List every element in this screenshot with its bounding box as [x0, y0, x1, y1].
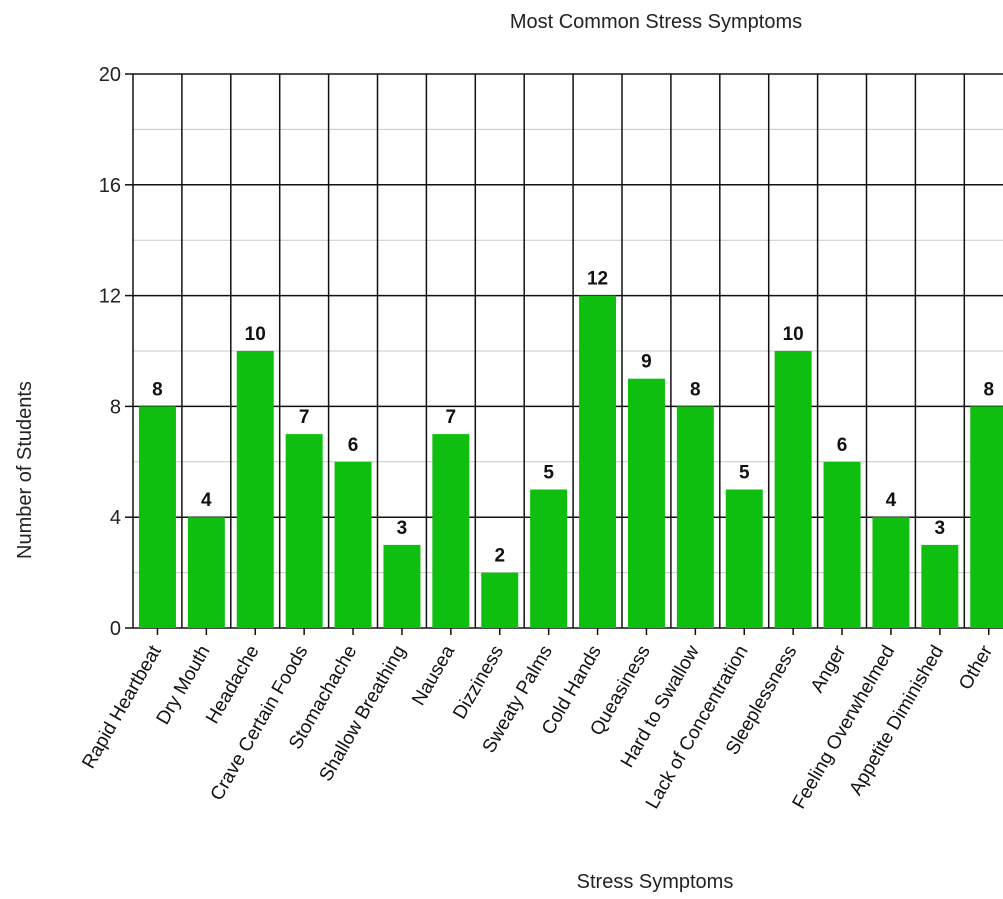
y-tick-labels: 0 4 8 12 16 20 [99, 64, 121, 640]
x-tick-label: Other [955, 641, 997, 693]
data-label: 2 [494, 546, 505, 567]
data-label: 4 [201, 490, 212, 511]
y-tick-label: 16 [99, 175, 121, 197]
x-tick-label: Anger [807, 641, 851, 696]
data-label: 3 [397, 518, 408, 539]
y-tick-label: 4 [110, 507, 121, 529]
bar [383, 544, 421, 628]
y-axis-label: Number of Students [14, 381, 36, 559]
bar [530, 489, 568, 628]
bar [774, 351, 812, 628]
bar [970, 406, 1003, 628]
bar [334, 461, 372, 628]
bar [432, 434, 470, 628]
y-tick-label: 20 [99, 64, 121, 86]
data-label: 3 [935, 518, 946, 539]
data-label: 7 [446, 407, 457, 428]
x-tick-label: Nausea [408, 642, 459, 710]
data-label: 5 [543, 463, 554, 484]
grid-lines [132, 73, 1003, 629]
y-tick-label: 12 [99, 286, 121, 308]
bar [285, 434, 323, 628]
data-label: 8 [983, 379, 994, 400]
x-tick-label: Appetite Diminished [846, 642, 949, 799]
bar [627, 378, 665, 628]
chart-title: Most Common Stress Symptoms [510, 11, 802, 33]
data-label: 6 [348, 435, 359, 456]
bars [138, 295, 1003, 628]
data-label: 8 [152, 379, 163, 400]
axes [125, 73, 990, 635]
data-label: 6 [837, 435, 848, 456]
x-axis-label: Stress Symptoms [577, 871, 734, 893]
data-label: 7 [299, 407, 310, 428]
data-label: 8 [690, 379, 701, 400]
bar [725, 489, 763, 628]
data-label: 5 [739, 463, 750, 484]
y-tick-label: 8 [110, 396, 121, 418]
bar [187, 517, 225, 628]
y-tick-label: 0 [110, 618, 121, 640]
bar [676, 406, 714, 628]
data-label: 12 [587, 269, 608, 290]
data-label: 9 [641, 352, 652, 373]
bar [579, 295, 617, 628]
data-label: 4 [886, 490, 897, 511]
bar [921, 544, 959, 628]
x-tick-label: Rapid Heartbeat [78, 641, 166, 772]
bar [872, 517, 910, 628]
data-labels: 8 4 10 7 6 3 7 2 5 12 9 8 5 10 6 4 3 8 [152, 269, 994, 567]
bar [481, 572, 519, 628]
bar [236, 351, 274, 628]
bar [138, 406, 176, 628]
data-label: 10 [783, 324, 804, 345]
bar [823, 461, 861, 628]
data-label: 10 [245, 324, 266, 345]
